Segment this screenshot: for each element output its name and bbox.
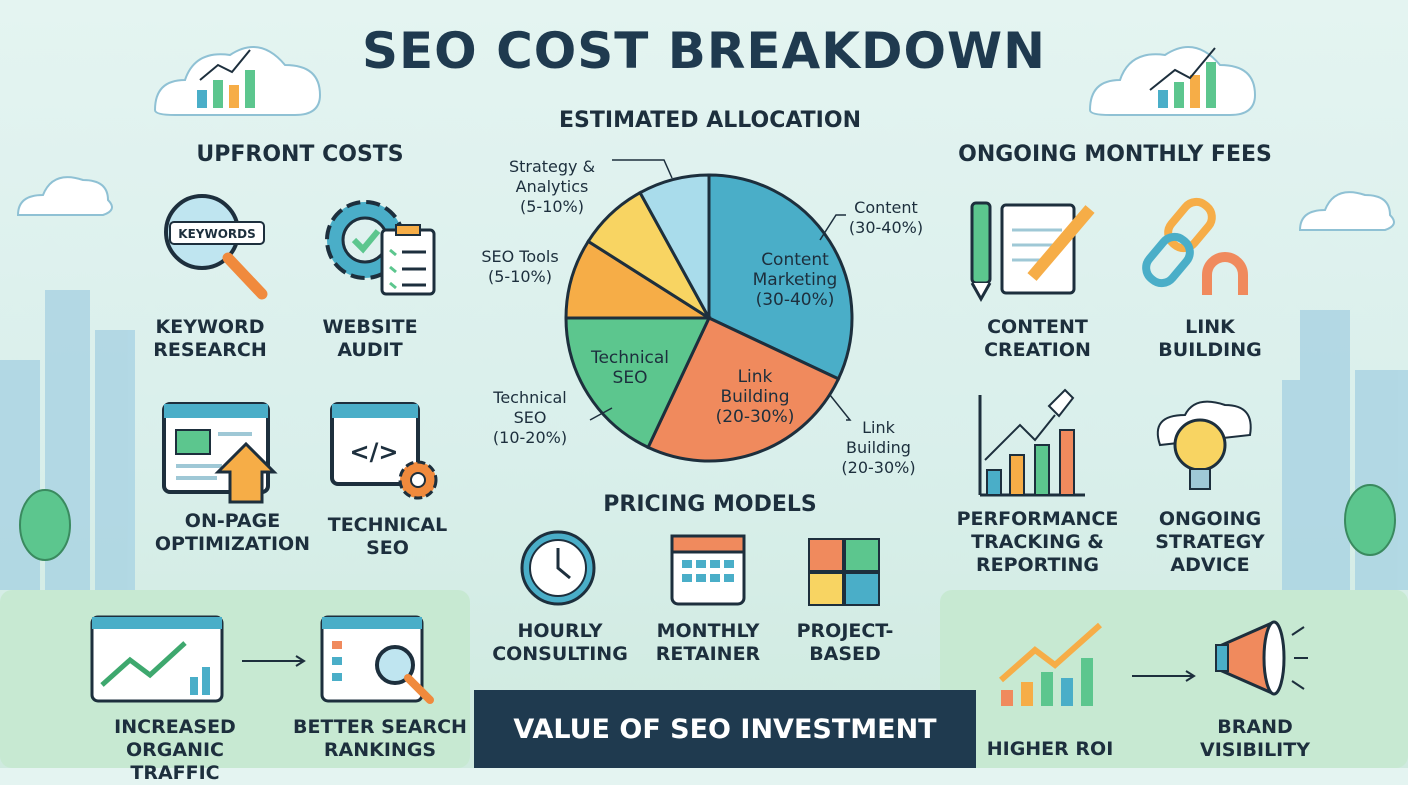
outer-label-technical: Technical SEO (10-20%) — [492, 388, 568, 447]
content-creation-label: CONTENT CREATION — [984, 316, 1091, 361]
pie-slice-seo-tools — [564, 239, 715, 320]
inner-label-technical: Technical SEO — [590, 348, 670, 388]
notepad-pen-icon — [970, 201, 1095, 303]
code-gear-icon: </> — [330, 402, 438, 500]
keyword-research-label: KEYWORD RESEARCH — [153, 316, 267, 361]
rocket-bar-chart-icon — [978, 388, 1085, 497]
pricing-heading: PRICING MODELS — [603, 492, 817, 517]
arrow-right-icon — [1132, 670, 1196, 682]
link-building-label: LINK BUILDING — [1158, 316, 1262, 361]
hourly-consulting-label: HOURLY CONSULTING — [492, 620, 628, 665]
pie-slice-technical-seo — [564, 316, 712, 450]
allocation-pie-chart — [564, 159, 854, 463]
outer-label-seo-tools: SEO Tools (5-10%) — [481, 247, 559, 286]
ongoing-heading: ONGOING MONTHLY FEES — [958, 142, 1272, 167]
organic-traffic-label: INCREASED ORGANIC TRAFFIC — [114, 716, 236, 784]
traffic-chart-icon — [90, 615, 224, 703]
search-rankings-label: BETTER SEARCH RANKINGS — [293, 716, 467, 761]
performance-tracking-label: PERFORMANCE TRACKING & REPORTING — [956, 508, 1119, 576]
puzzle-icon — [808, 538, 880, 606]
leader-line — [819, 214, 846, 241]
website-audit-label: WEBSITE AUDIT — [322, 316, 418, 361]
clock-icon — [520, 530, 596, 606]
pie-slice-strategy-analytics — [638, 173, 711, 319]
inner-label-content: Content Marketing (30-40%) — [752, 250, 838, 310]
inner-label-link: Link Building (20-30%) — [715, 367, 795, 427]
keywords-badge: KEYWORDS — [178, 227, 255, 241]
ongoing-strategy-label: ONGOING STRATEGY ADVICE — [1155, 508, 1265, 576]
value-banner: VALUE OF SEO INVESTMENT — [474, 690, 976, 768]
svg-text:</>: </> — [350, 438, 399, 466]
chart-title: ESTIMATED ALLOCATION — [559, 108, 861, 133]
megaphone-icon — [1215, 620, 1308, 696]
outer-label-strategy: Strategy & Analytics (5-10%) — [508, 157, 596, 216]
pie-slice-link-building — [646, 316, 841, 463]
technical-seo-label: TECHNICAL SEO — [327, 514, 448, 559]
leader-line — [612, 159, 673, 179]
chain-magnet-icon — [1142, 197, 1248, 295]
higher-roi-label: HIGHER ROI — [986, 738, 1114, 760]
gear-checklist-icon — [325, 200, 436, 296]
pie-slice-content-marketing — [707, 173, 854, 381]
page-title: SEO COST BREAKDOWN — [361, 22, 1046, 80]
brand-visibility-label: BRAND VISIBILITY — [1200, 716, 1310, 761]
arrow-right-icon — [242, 655, 306, 667]
project-based-label: PROJECT- BASED — [796, 620, 894, 665]
upfront-heading: UPFRONT COSTS — [196, 142, 404, 167]
outer-label-content: Content (30-40%) — [848, 198, 924, 237]
leader-line — [829, 394, 852, 421]
outer-label-link: Link Building (20-30%) — [841, 418, 916, 477]
lightbulb-cloud-icon — [1156, 400, 1252, 490]
calendar-icon — [670, 534, 746, 606]
monthly-retainer-label: MONTHLY RETAINER — [655, 620, 761, 665]
roi-chart-icon — [999, 622, 1102, 706]
search-rankings-icon — [320, 615, 434, 704]
browser-arrow-up-icon — [162, 402, 278, 504]
magnifier-keywords-icon: KEYWORDS — [164, 194, 268, 300]
leader-line — [589, 407, 613, 421]
on-page-optimization-label: ON-PAGE OPTIMIZATION — [154, 510, 311, 555]
